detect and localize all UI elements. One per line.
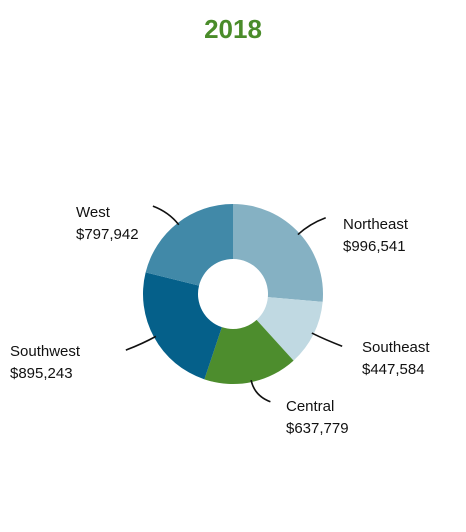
slice-southwest (143, 272, 222, 380)
label-value-northeast: $996,541 (343, 238, 406, 255)
connector-central (250, 379, 271, 403)
connector-southwest (125, 335, 157, 351)
label-name-southeast: Southeast (362, 339, 430, 356)
label-name-central: Central (286, 398, 334, 415)
slice-northeast (233, 204, 323, 302)
label-value-southeast: $447,584 (362, 361, 425, 378)
slice-central (204, 319, 294, 385)
label-name-northeast: Northeast (343, 216, 409, 233)
chart-title: 2018 (204, 14, 262, 44)
label-value-central: $637,779 (286, 420, 349, 437)
labels-group: Northeast $996,541 Southeast $447,584 Centra… (10, 204, 430, 437)
slice-southeast (256, 297, 323, 361)
label-value-west: $797,942 (76, 226, 139, 243)
connectors-group (125, 205, 343, 403)
label-value-southwest: $895,243 (10, 365, 73, 382)
connector-southeast (311, 332, 343, 347)
connector-northeast (297, 217, 326, 236)
slices-group (143, 204, 323, 385)
slice-west (145, 204, 233, 286)
label-name-southwest: Southwest (10, 343, 81, 360)
connector-west (152, 205, 180, 226)
label-name-west: West (76, 204, 111, 221)
